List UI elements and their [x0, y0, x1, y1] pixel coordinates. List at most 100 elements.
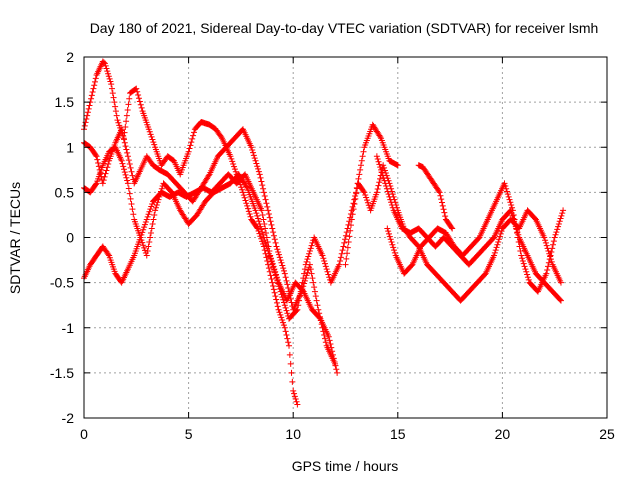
data-point — [514, 229, 521, 236]
data-point — [232, 168, 239, 175]
data-point — [246, 211, 253, 218]
data-point — [491, 249, 498, 256]
data-point — [330, 355, 337, 362]
data-point — [112, 103, 119, 110]
data-point — [278, 259, 285, 266]
data-point — [104, 164, 111, 171]
y-axis-label: SDTVAR / TECUs — [7, 182, 23, 294]
data-point — [339, 247, 346, 254]
data-point — [322, 263, 329, 270]
data-point — [377, 133, 384, 140]
data-point — [329, 348, 336, 355]
data-point — [283, 331, 290, 338]
data-point — [320, 255, 327, 262]
data-point — [275, 251, 282, 258]
data-point — [386, 230, 393, 237]
data-point — [109, 90, 116, 97]
data-point — [279, 262, 286, 269]
data-point — [548, 248, 555, 255]
data-point — [252, 157, 259, 164]
data-point — [273, 299, 280, 306]
data-point — [509, 212, 516, 219]
data-point — [512, 220, 519, 227]
data-point — [81, 122, 88, 129]
data-point — [254, 163, 261, 170]
data-point — [556, 218, 563, 225]
data-point — [496, 233, 503, 240]
data-point — [491, 252, 498, 259]
data-point — [347, 227, 354, 234]
data-point — [501, 180, 508, 187]
data-point — [376, 179, 383, 186]
data-point — [258, 226, 265, 233]
data-point — [546, 256, 553, 263]
data-point — [291, 393, 298, 400]
data-point — [139, 239, 146, 246]
data-point — [123, 112, 130, 119]
data-point — [523, 268, 530, 275]
data-point — [259, 211, 266, 218]
data-point — [550, 238, 557, 245]
data-point — [276, 309, 283, 316]
data-point — [144, 213, 151, 220]
data-point — [149, 136, 156, 143]
data-point — [306, 250, 313, 257]
data-point — [190, 132, 197, 139]
data-point — [270, 232, 277, 239]
data-point — [281, 324, 288, 331]
data-point — [259, 238, 266, 245]
data-point — [394, 162, 401, 169]
data-point — [435, 188, 442, 195]
data-point — [254, 212, 261, 219]
data-point — [287, 360, 294, 367]
data-point — [559, 210, 566, 217]
data-point — [146, 239, 153, 246]
data-point — [502, 183, 509, 190]
data-point — [146, 128, 153, 135]
data-point — [379, 172, 386, 179]
data-point — [302, 261, 309, 268]
data-point — [257, 174, 264, 181]
data-point — [347, 222, 354, 229]
data-point — [126, 95, 133, 102]
data-point — [321, 260, 328, 267]
data-point — [257, 233, 264, 240]
data-point — [389, 204, 396, 211]
data-point — [437, 192, 444, 199]
data-point — [260, 216, 267, 223]
data-point — [89, 88, 96, 95]
data-point — [337, 254, 344, 261]
data-point — [263, 254, 270, 261]
data-point — [555, 223, 562, 230]
data-point — [247, 213, 254, 220]
data-point — [543, 242, 550, 249]
x-tick-label: 0 — [80, 426, 88, 442]
data-point — [364, 199, 371, 206]
data-point — [266, 248, 273, 255]
data-point — [495, 239, 502, 246]
data-point — [441, 209, 448, 216]
data-point — [336, 261, 343, 268]
data-point — [245, 205, 252, 212]
data-point — [271, 289, 278, 296]
data-point — [278, 314, 285, 321]
data-point — [296, 293, 303, 300]
data-point — [205, 172, 212, 179]
data-point — [381, 177, 388, 184]
series-track-e — [342, 162, 564, 304]
data-point — [288, 369, 295, 376]
data-point — [120, 163, 127, 170]
data-point — [258, 207, 265, 214]
data-point — [267, 218, 274, 225]
data-point — [497, 230, 504, 237]
data-point — [230, 161, 237, 168]
data-point — [438, 196, 445, 203]
data-point — [520, 260, 527, 267]
data-point — [121, 169, 128, 176]
data-point — [358, 157, 365, 164]
data-point — [154, 199, 161, 206]
data-point — [129, 206, 136, 213]
data-point — [147, 229, 154, 236]
data-point — [557, 297, 564, 304]
data-point — [188, 139, 195, 146]
